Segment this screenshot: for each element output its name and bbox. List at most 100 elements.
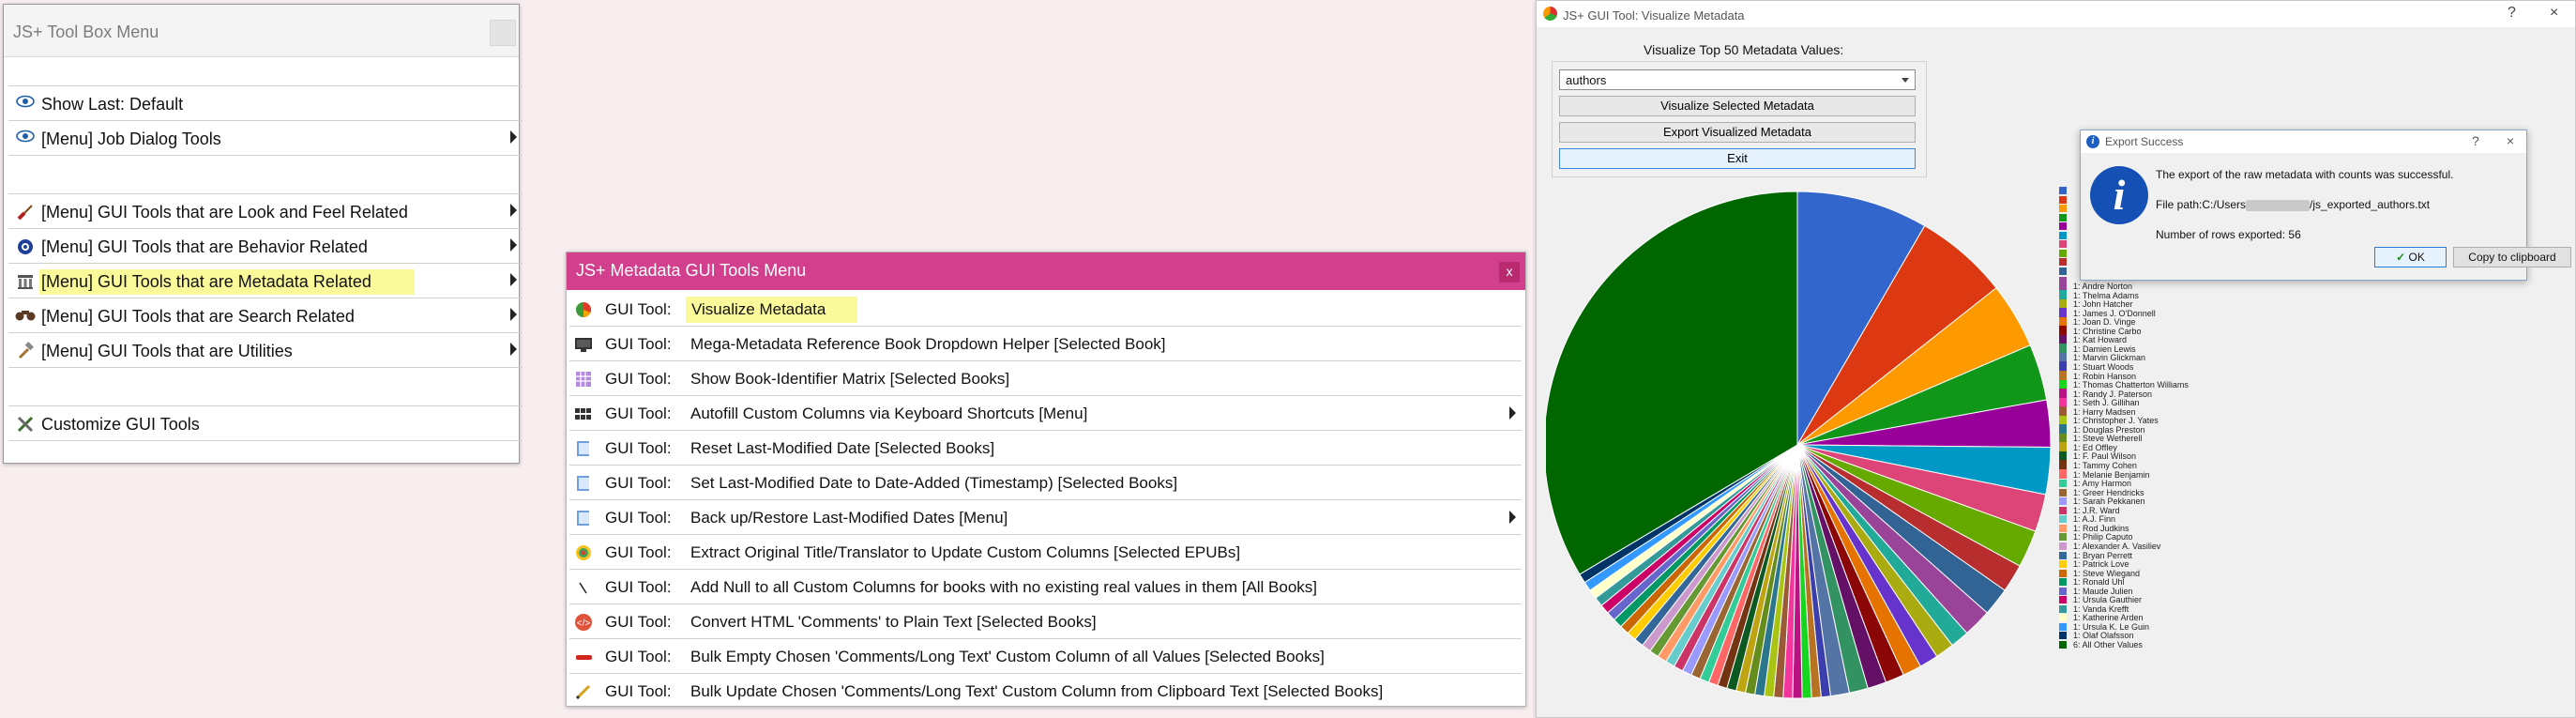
- menu-item-show-last[interactable]: Show Last: Default: [8, 85, 523, 120]
- legend-swatch: [2059, 533, 2067, 542]
- menu-item-bulk-empty-chosen-comments-long-text-cus[interactable]: GUI Tool: Bulk Empty Chosen 'Comments/Lon…: [569, 639, 1522, 674]
- legend-label: 1: Alexander A. Vasiliev: [2073, 541, 2161, 551]
- menu-item-visualize-metadata[interactable]: GUI Tool: Visualize Metadata: [569, 292, 1522, 327]
- legend-swatch: [2059, 240, 2067, 249]
- menu-item-label: [Menu] GUI Tools that are Look and Feel …: [41, 203, 408, 222]
- legend-swatch: [2059, 407, 2067, 416]
- gui-tool-prefix: GUI Tool:: [605, 648, 672, 665]
- binoculars-icon: [15, 307, 36, 326]
- menu-item-convert-html-comments-to-plain-text-sele[interactable]: </> GUI Tool: Convert HTML 'Comments' to P…: [569, 604, 1522, 639]
- close-button[interactable]: ×: [2507, 133, 2515, 148]
- legend-swatch: [2059, 596, 2067, 604]
- legend-swatch: [2059, 542, 2067, 550]
- gui-tool-prefix: GUI Tool:: [605, 439, 672, 457]
- metadata-select-value: authors: [1566, 73, 1607, 87]
- info-icon: i: [2086, 135, 2099, 148]
- legend-label: 1: Randy J. Paterson: [2073, 389, 2153, 399]
- menu-item-customize[interactable]: Customize GUI Tools: [8, 405, 523, 440]
- legend-label: 1: John Hatcher: [2073, 299, 2133, 310]
- monitor-icon: [574, 335, 595, 354]
- legend-swatch: [2059, 488, 2067, 496]
- svg-text:</>: </>: [577, 619, 591, 629]
- toolbox-window: JS+ Tool Box Menu Show Last: Default [Me…: [3, 4, 523, 464]
- menu-item-label: Back up/Restore Last-Modified Dates [Men…: [690, 509, 1008, 527]
- menu-item-reset-last-modified-date-selected-books[interactable]: GUI Tool: Reset Last-Modified Date [Selec…: [569, 431, 1522, 466]
- legend-swatch: [2059, 309, 2067, 317]
- gui-tool-prefix: GUI Tool:: [605, 405, 672, 422]
- legend-label: 1: Katherine Arden: [2073, 613, 2144, 623]
- legend-swatch: [2059, 276, 2067, 284]
- menu-item-set-last-modified-date-to-date-added-tim[interactable]: GUI Tool: Set Last-Modified Date to Date-…: [569, 466, 1522, 500]
- legend-swatch: [2059, 283, 2067, 290]
- help-button[interactable]: ?: [2508, 5, 2516, 21]
- menu-separator: [8, 367, 523, 405]
- chevron-right-icon: [510, 308, 517, 321]
- visualize-button[interactable]: Visualize Selected Metadata: [1559, 96, 1916, 116]
- redacted-username: [2246, 199, 2311, 211]
- legend-swatch: [2059, 417, 2067, 425]
- menu-item-add-null-to-all-custom-columns-for-books[interactable]: GUI Tool: Add Null to all Custom Columns …: [569, 570, 1522, 604]
- menu-item-look-and-feel[interactable]: [Menu] GUI Tools that are Look and Feel …: [8, 193, 523, 228]
- controls-group: [1552, 61, 1927, 177]
- html-icon: </>: [574, 613, 595, 632]
- menu-item-metadata[interactable]: [Menu] GUI Tools that are Metadata Relat…: [8, 263, 523, 298]
- legend-label: 1: Robin Hanson: [2073, 371, 2137, 381]
- gui-tool-prefix: GUI Tool:: [605, 370, 672, 388]
- legend-label: 1: Ed Offley: [2073, 442, 2117, 452]
- pie-slice: [1796, 191, 1926, 447]
- menu-item-mega-metadata-reference-book-dropdown-he[interactable]: GUI Tool: Mega-Metadata Reference Book Dr…: [569, 327, 1522, 361]
- menu-item-bulk-update-chosen-comments-long-text-cu[interactable]: GUI Tool: Bulk Update Chosen 'Comments/Lo…: [569, 674, 1522, 709]
- legend-label: 6: All Other Values: [2073, 640, 2143, 649]
- menu-item-label: Customize GUI Tools: [41, 415, 200, 434]
- legend-label: 1: Stuart Woods: [2073, 361, 2134, 372]
- legend-label: 1: Maude Julien: [2073, 586, 2133, 596]
- grid-icon: [574, 370, 595, 389]
- menu-item-extract-original-title-translator-to-upd[interactable]: GUI Tool: Extract Original Title/Translat…: [569, 535, 1522, 570]
- menu-item-behavior[interactable]: [Menu] GUI Tools that are Behavior Relat…: [8, 228, 523, 263]
- legend-label: 1: Sarah Pekkanen: [2073, 496, 2145, 507]
- legend-label: 1: Ronald Uhl: [2073, 577, 2125, 588]
- close-button[interactable]: x: [1499, 262, 1520, 283]
- menu-item-autofill-custom-columns-via-keyboard-sho[interactable]: GUI Tool: Autofill Custom Columns via Key…: [569, 396, 1522, 431]
- legend-swatch: [2059, 362, 2067, 371]
- legend-swatch: [2059, 213, 2067, 222]
- help-button[interactable]: ?: [2472, 133, 2479, 148]
- gear-icon: [15, 237, 36, 256]
- export-button[interactable]: Export Visualized Metadata: [1559, 122, 1916, 143]
- chevron-right-icon: [1509, 406, 1516, 420]
- chevron-right-icon: [510, 130, 517, 144]
- metadata-select[interactable]: authors: [1559, 69, 1916, 90]
- metadata-menu-title: JS+ Metadata GUI Tools Menu: [576, 261, 807, 280]
- menu-item-show-book-identifier-matrix-selected-boo[interactable]: GUI Tool: Show Book-Identifier Matrix [Se…: [569, 361, 1522, 396]
- exit-button[interactable]: Exit: [1559, 148, 1916, 169]
- legend-swatch: [2059, 560, 2067, 569]
- metadata-menu-titlebar: JS+ Metadata GUI Tools Menu x: [567, 252, 1525, 290]
- paintbrush-icon: [15, 203, 36, 222]
- menu-separator: [8, 155, 523, 193]
- file-path-suffix: /js_exported_authors.txt: [2310, 198, 2431, 211]
- legend-swatch: [2059, 435, 2067, 443]
- legend-label: 1: Kat Howard: [2073, 335, 2128, 345]
- colorwheel-icon: [574, 543, 595, 562]
- close-button[interactable]: [490, 20, 516, 46]
- pie-chart: [1546, 191, 2052, 699]
- menu-item-utilities[interactable]: [Menu] GUI Tools that are Utilities: [8, 332, 523, 367]
- menu-item-job-dialog-tools[interactable]: [Menu] Job Dialog Tools: [8, 120, 523, 155]
- legend-label: 1: Bryan Perrett: [2073, 550, 2133, 560]
- legend-swatch: [2059, 506, 2067, 514]
- legend-label: 1: Steve Wetherell: [2073, 434, 2143, 444]
- menu-item-search[interactable]: [Menu] GUI Tools that are Search Related: [8, 298, 523, 332]
- menu-item-label: Reset Last-Modified Date [Selected Books…: [690, 439, 995, 457]
- ok-button[interactable]: ✓ OK: [2374, 247, 2447, 267]
- menu-item-label: [Menu] GUI Tools that are Search Related: [41, 307, 355, 326]
- legend-swatch: [2059, 497, 2067, 506]
- menu-item-back-up-restore-last-modified-dates-menu[interactable]: GUI Tool: Back up/Restore Last-Modified D…: [569, 500, 1522, 535]
- chevron-down-icon: [1902, 78, 1909, 83]
- legend-label: 1: Steve Wiegand: [2073, 568, 2141, 578]
- copy-to-clipboard-button[interactable]: Copy to clipboard: [2453, 247, 2571, 267]
- visualize-title: JS+ GUI Tool: Visualize Metadata: [1563, 8, 1745, 23]
- menu-item-label: Extract Original Title/Translator to Upd…: [690, 543, 1241, 561]
- close-button[interactable]: ×: [2550, 5, 2559, 21]
- legend-label: 1: Douglas Preston: [2073, 424, 2145, 435]
- menu-item-label: [Menu] Job Dialog Tools: [41, 130, 221, 148]
